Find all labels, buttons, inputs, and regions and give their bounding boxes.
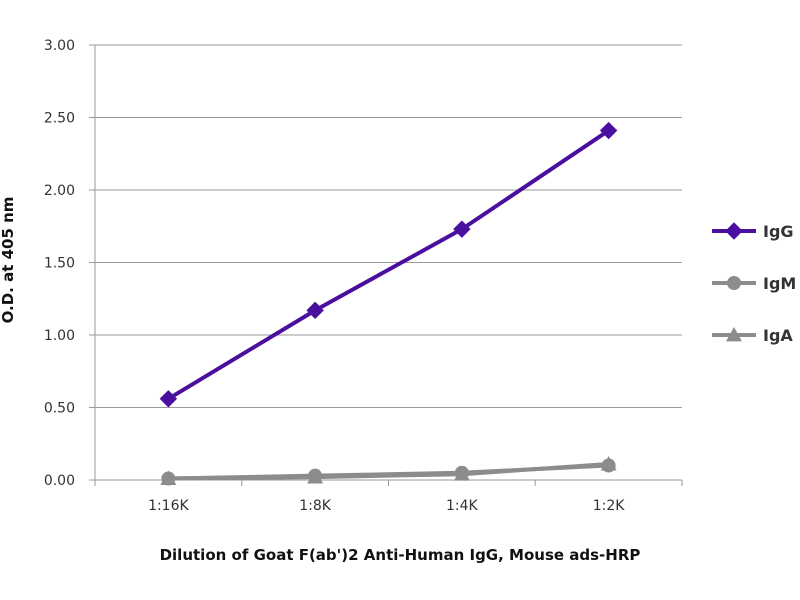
data-point-igg <box>599 121 618 140</box>
data-point-igm <box>454 465 469 480</box>
legend-label-igg: IgG <box>763 222 794 241</box>
legend-marker-iga <box>726 327 742 342</box>
legend-label-iga: IgA <box>763 326 793 345</box>
y-tick-label: 3.00 <box>44 38 75 54</box>
data-point-igg <box>159 390 178 408</box>
data-point-igg <box>453 220 471 238</box>
series-igg <box>159 121 618 408</box>
series-line-igm <box>166 463 611 481</box>
y-tick-label: 2.50 <box>44 111 75 127</box>
legend-marker-igm <box>727 276 741 290</box>
grid <box>89 44 682 481</box>
data-point-igm <box>161 471 176 486</box>
legend: IgG IgM IgA <box>712 222 796 345</box>
data-point-igm <box>308 468 323 483</box>
x-tick-label: 1:4K <box>446 498 479 514</box>
y-tick-label: 2.00 <box>44 183 75 199</box>
y-tick-label: 1.00 <box>44 328 75 344</box>
legend-item-igg: IgG <box>712 222 794 241</box>
y-axis-ticks: 0.00 0.50 1.00 1.50 2.00 2.50 3.00 <box>44 38 75 489</box>
x-tick-label: 1:8K <box>299 498 332 514</box>
data-point-igm <box>601 458 616 473</box>
legend-item-igm: IgM <box>712 274 796 293</box>
y-tick-label: 0.00 <box>44 473 75 489</box>
data-point-igg <box>306 301 324 320</box>
x-tick-label: 1:16K <box>148 498 189 514</box>
y-tick-label: 0.50 <box>44 401 75 417</box>
series-line-igg <box>166 128 611 401</box>
y-axis-title: O.D. at 405 nm <box>0 197 17 324</box>
x-tick-label: 1:2K <box>593 498 626 514</box>
x-axis-ticks: 1:16K 1:8K 1:4K 1:2K <box>94 480 683 514</box>
legend-marker-igg <box>725 222 743 240</box>
series-igm <box>161 458 616 486</box>
x-axis-title: Dilution of Goat F(ab')2 Anti-Human IgG,… <box>160 546 641 564</box>
legend-item-iga: IgA <box>712 326 793 345</box>
y-tick-label: 1.50 <box>44 256 75 272</box>
series-group <box>159 121 618 486</box>
legend-label-igm: IgM <box>763 274 796 293</box>
